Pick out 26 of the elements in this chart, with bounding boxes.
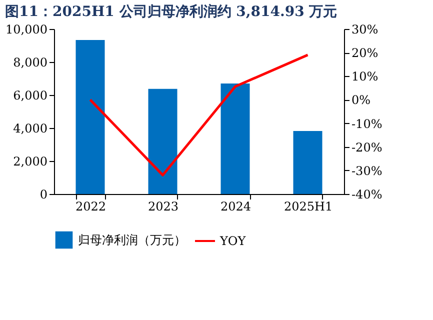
line-series [89,54,309,176]
chart-title: 图11：2025H1 公司归母净利润约 3,814.93 万元 [5,3,338,20]
y-tick-label: 10,000 [6,22,48,36]
y2-tick-label: -10% [352,116,382,131]
x-tick-label: 2024 [220,200,252,214]
y2-tick-label: 20% [352,46,378,60]
y2-tick-label: 0% [352,93,371,108]
bar [76,40,105,194]
x-tick-label: 2023 [148,200,179,214]
x-tick-label: 2025H1 [284,200,333,214]
y-tick-label: 0 [40,188,48,202]
bar [220,83,250,194]
legend-label: YOY [219,234,247,248]
bar [293,131,322,194]
legend-label: 归母净利润（万元） [78,233,186,247]
y-tick-label: 4,000 [13,122,48,136]
y2-tick-label: -20% [352,140,382,154]
y-tick-label: 8,000 [13,56,48,70]
y-tick-label: 2,000 [13,154,48,168]
y2-tick-label: -40% [352,188,382,202]
y2-tick-label: 10% [352,70,378,84]
y2-tick-label: 30% [352,22,378,36]
y2-tick-label: -30% [352,164,382,178]
y-tick-label: 6,000 [13,88,48,102]
x-tick-label: 2022 [75,200,106,214]
bar [148,88,178,194]
